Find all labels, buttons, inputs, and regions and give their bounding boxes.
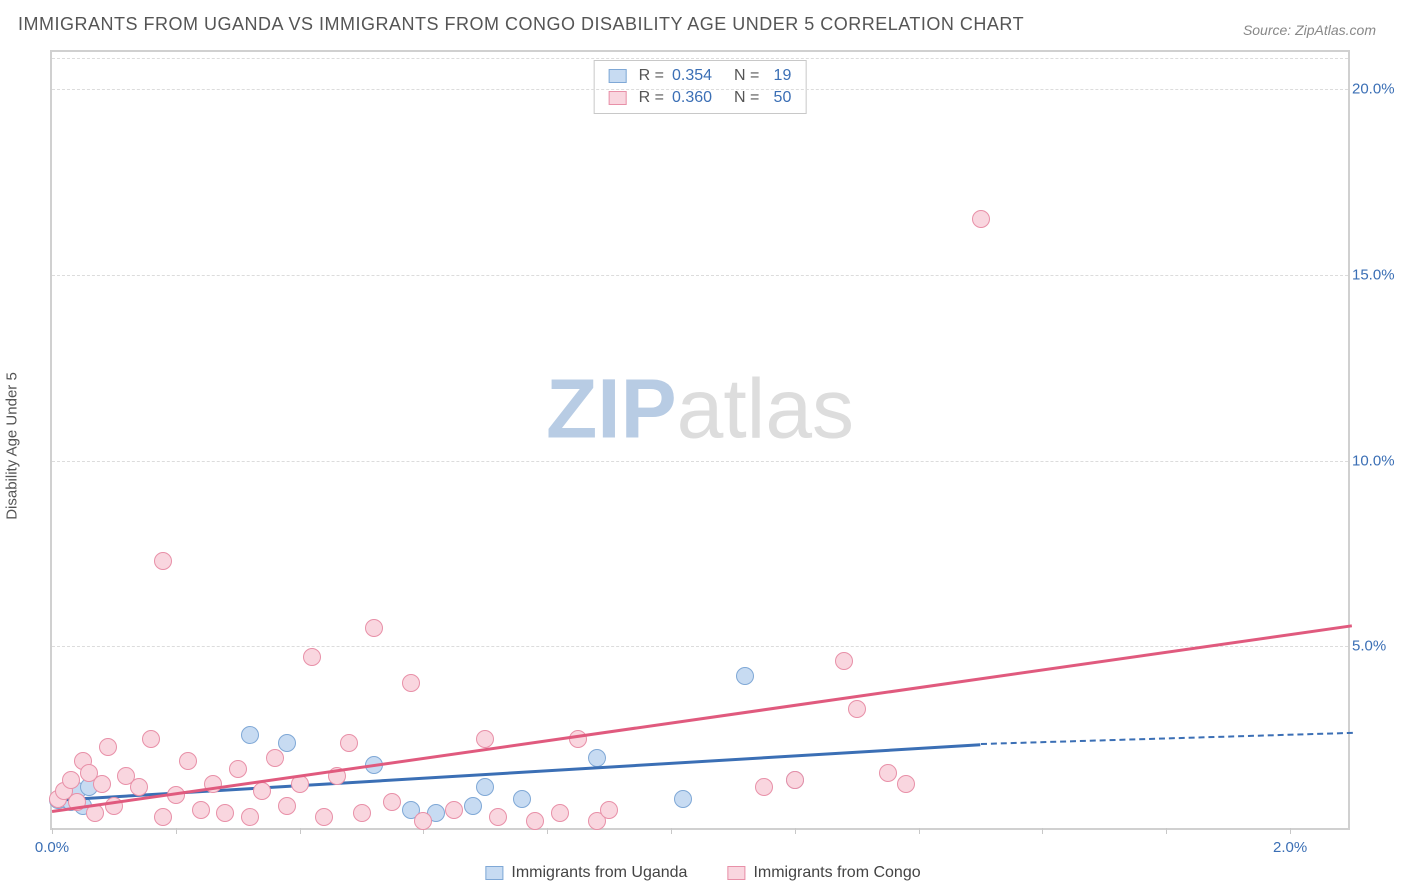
gridline	[52, 275, 1348, 276]
scatter-point	[445, 801, 463, 819]
scatter-point	[179, 752, 197, 770]
scatter-point	[786, 771, 804, 789]
x-minor-tick	[795, 828, 796, 834]
gridline	[52, 646, 1348, 647]
scatter-point	[62, 771, 80, 789]
scatter-point	[241, 726, 259, 744]
legend-item-congo: Immigrants from Congo	[727, 864, 920, 882]
x-minor-tick	[547, 828, 548, 834]
scatter-point	[972, 210, 990, 228]
scatter-point	[600, 801, 618, 819]
scatter-point	[142, 730, 160, 748]
n-label: N =	[734, 65, 759, 87]
x-minor-tick	[1290, 828, 1291, 834]
correlation-legend: R = 0.354 N = 19 R = 0.360 N = 50	[594, 60, 807, 114]
y-tick-label: 5.0%	[1352, 638, 1402, 655]
r-value-uganda: 0.354	[672, 65, 716, 87]
y-tick-label: 20.0%	[1352, 81, 1402, 98]
scatter-point	[266, 749, 284, 767]
scatter-point	[353, 804, 371, 822]
scatter-point	[229, 760, 247, 778]
plot-area: ZIPatlas R = 0.354 N = 19 R = 0.360 N = …	[50, 50, 1350, 830]
r-label: R =	[639, 87, 664, 109]
scatter-point	[216, 804, 234, 822]
x-tick-label: 0.0%	[35, 839, 69, 856]
swatch-uganda	[609, 69, 627, 83]
swatch-congo	[609, 91, 627, 105]
scatter-point	[414, 812, 432, 830]
swatch-uganda	[485, 866, 503, 880]
scatter-point	[489, 808, 507, 826]
y-tick-label: 10.0%	[1352, 452, 1402, 469]
r-value-congo: 0.360	[672, 87, 716, 109]
scatter-point	[154, 552, 172, 570]
scatter-point	[897, 775, 915, 793]
scatter-point	[99, 738, 117, 756]
x-minor-tick	[176, 828, 177, 834]
x-minor-tick	[671, 828, 672, 834]
scatter-point	[551, 804, 569, 822]
gridline	[52, 461, 1348, 462]
scatter-point	[476, 730, 494, 748]
scatter-point	[464, 797, 482, 815]
watermark-zip: ZIP	[546, 361, 677, 455]
series-legend: Immigrants from Uganda Immigrants from C…	[485, 864, 920, 882]
scatter-point	[674, 790, 692, 808]
r-label: R =	[639, 65, 664, 87]
swatch-congo	[727, 866, 745, 880]
series-name-congo: Immigrants from Congo	[753, 864, 920, 882]
x-tick-label: 2.0%	[1273, 839, 1307, 856]
scatter-point	[278, 797, 296, 815]
scatter-point	[315, 808, 333, 826]
y-tick-label: 15.0%	[1352, 266, 1402, 283]
scatter-point	[365, 619, 383, 637]
scatter-point	[588, 749, 606, 767]
scatter-point	[879, 764, 897, 782]
scatter-point	[383, 793, 401, 811]
n-value-congo: 50	[767, 87, 791, 109]
scatter-point	[526, 812, 544, 830]
x-minor-tick	[300, 828, 301, 834]
scatter-point	[835, 652, 853, 670]
scatter-point	[253, 782, 271, 800]
n-value-uganda: 19	[767, 65, 791, 87]
scatter-point	[476, 778, 494, 796]
watermark: ZIPatlas	[546, 360, 854, 457]
scatter-point	[278, 734, 296, 752]
trend-line	[52, 624, 1352, 812]
chart-title: IMMIGRANTS FROM UGANDA VS IMMIGRANTS FRO…	[18, 14, 1024, 35]
n-label: N =	[734, 87, 759, 109]
x-minor-tick	[52, 828, 53, 834]
x-minor-tick	[919, 828, 920, 834]
trend-line-extrapolated	[981, 732, 1352, 745]
scatter-point	[241, 808, 259, 826]
scatter-point	[402, 674, 420, 692]
x-minor-tick	[1166, 828, 1167, 834]
scatter-point	[340, 734, 358, 752]
source-label: Source: ZipAtlas.com	[1243, 22, 1376, 38]
scatter-point	[154, 808, 172, 826]
scatter-point	[513, 790, 531, 808]
series-name-uganda: Immigrants from Uganda	[511, 864, 687, 882]
scatter-point	[93, 775, 111, 793]
scatter-point	[848, 700, 866, 718]
scatter-point	[736, 667, 754, 685]
watermark-atlas: atlas	[677, 361, 854, 455]
gridline	[52, 58, 1348, 59]
gridline	[52, 89, 1348, 90]
scatter-point	[130, 778, 148, 796]
scatter-point	[303, 648, 321, 666]
x-minor-tick	[1042, 828, 1043, 834]
scatter-point	[192, 801, 210, 819]
legend-row-congo: R = 0.360 N = 50	[609, 87, 792, 109]
legend-item-uganda: Immigrants from Uganda	[485, 864, 687, 882]
y-axis-label: Disability Age Under 5	[4, 372, 21, 520]
scatter-point	[755, 778, 773, 796]
legend-row-uganda: R = 0.354 N = 19	[609, 65, 792, 87]
